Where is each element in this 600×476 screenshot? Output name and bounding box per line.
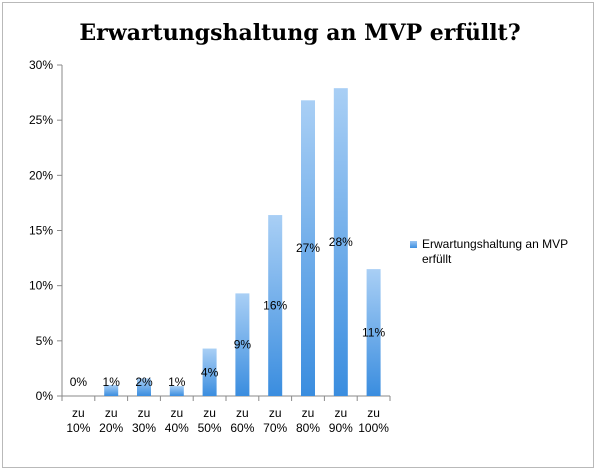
x-tick-label: zu — [302, 406, 315, 420]
y-tick-label: 15% — [29, 224, 53, 238]
x-tick-label: 30% — [132, 421, 156, 435]
data-label: 2% — [135, 375, 153, 389]
bar — [235, 293, 250, 396]
bar — [366, 269, 381, 396]
chart-frame — [2, 2, 594, 468]
data-label: 1% — [103, 375, 121, 389]
x-tick-label: zu — [170, 406, 183, 420]
x-tick-label: 70% — [263, 421, 287, 435]
x-tick-label: zu — [138, 406, 151, 420]
bar — [333, 88, 348, 397]
data-label: 11% — [362, 326, 385, 340]
x-tick-label: 10% — [66, 421, 90, 435]
y-tick-label: 5% — [36, 334, 54, 348]
x-tick-label: 20% — [99, 421, 123, 435]
x-tick-label: 90% — [329, 421, 353, 435]
legend-swatch — [410, 241, 417, 248]
x-tick-label: zu — [334, 406, 347, 420]
y-tick-label: 10% — [29, 279, 53, 293]
data-label: 1% — [168, 375, 186, 389]
data-label: 9% — [234, 338, 252, 352]
y-tick-label: 0% — [36, 389, 54, 403]
x-tick-label: zu — [203, 406, 216, 420]
legend-label: Erwartungshaltung an MVP erfüllt — [422, 237, 568, 266]
bar — [104, 384, 119, 396]
x-tick-label: zu — [72, 406, 85, 420]
x-tick-label: 60% — [230, 421, 254, 435]
x-tick-label: 100% — [358, 421, 389, 435]
chart-title: Erwartungshaltung an MVP erfüllt? — [79, 20, 521, 46]
y-tick-label: 25% — [29, 113, 53, 127]
x-tick-label: 80% — [296, 421, 320, 435]
x-tick-label: 40% — [165, 421, 189, 435]
y-tick-label: 20% — [29, 168, 53, 182]
data-label: 28% — [329, 235, 353, 249]
bar — [268, 215, 283, 396]
bar — [169, 386, 184, 396]
bar — [202, 348, 217, 396]
x-tick-label: zu — [105, 406, 118, 420]
bar — [137, 378, 151, 396]
data-label: 4% — [201, 365, 219, 379]
x-tick-label: zu — [367, 406, 380, 420]
x-tick-label: zu — [269, 406, 282, 420]
chart-legend: Erwartungshaltung an MVP erfüllt — [410, 237, 580, 267]
x-tick-label: zu — [236, 406, 249, 420]
x-tick-label: 50% — [198, 421, 222, 435]
data-label: 16% — [263, 299, 287, 313]
bar — [301, 100, 315, 396]
data-label: 27% — [296, 241, 320, 255]
y-tick-label: 30% — [29, 58, 53, 72]
data-label: 0% — [70, 375, 88, 389]
